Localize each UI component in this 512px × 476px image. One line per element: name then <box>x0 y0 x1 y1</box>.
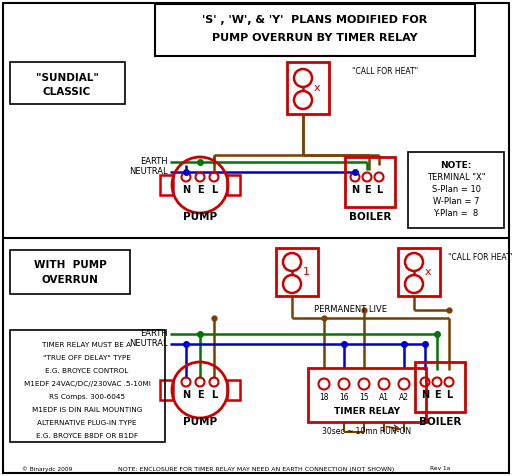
Text: x: x <box>314 83 321 93</box>
Text: N: N <box>351 185 359 195</box>
Text: "CALL FOR HEAT": "CALL FOR HEAT" <box>352 68 418 77</box>
Bar <box>160 175 173 195</box>
Text: CLASSIC: CLASSIC <box>43 87 91 97</box>
Text: EARTH: EARTH <box>140 329 168 338</box>
Text: N: N <box>182 185 190 195</box>
Bar <box>408 152 504 228</box>
Text: Rev 1a: Rev 1a <box>430 466 450 472</box>
Bar <box>10 330 165 442</box>
Bar <box>276 248 318 296</box>
Text: 30sec ~ 10mn RUN-ON: 30sec ~ 10mn RUN-ON <box>323 427 412 436</box>
Text: 16: 16 <box>339 393 349 401</box>
Text: E.G. BROYCE B8DF OR B1DF: E.G. BROYCE B8DF OR B1DF <box>36 433 138 439</box>
Text: EARTH: EARTH <box>140 158 168 167</box>
Bar <box>345 157 395 207</box>
Text: NEUTRAL: NEUTRAL <box>130 168 168 177</box>
Text: WITH  PUMP: WITH PUMP <box>34 260 106 270</box>
Text: PUMP OVERRUN BY TIMER RELAY: PUMP OVERRUN BY TIMER RELAY <box>212 33 418 43</box>
Text: PERMANENT LIVE: PERMANENT LIVE <box>313 306 387 315</box>
Bar <box>287 62 329 114</box>
Bar <box>155 4 475 56</box>
Text: E: E <box>434 390 440 400</box>
Text: E: E <box>197 185 203 195</box>
Bar <box>160 380 173 400</box>
Text: 15: 15 <box>359 393 369 401</box>
Text: Y-Plan =  8: Y-Plan = 8 <box>433 208 479 218</box>
Bar <box>415 362 465 412</box>
Text: N: N <box>421 390 429 400</box>
Text: TIMER RELAY: TIMER RELAY <box>334 407 400 416</box>
Text: N: N <box>182 390 190 400</box>
Bar <box>227 175 240 195</box>
Text: "CALL FOR HEAT": "CALL FOR HEAT" <box>448 254 512 262</box>
Text: ALTERNATIVE PLUG-IN TYPE: ALTERNATIVE PLUG-IN TYPE <box>37 420 137 426</box>
Text: NOTE: ENCLOSURE FOR TIMER RELAY MAY NEED AN EARTH CONNECTION (NOT SHOWN): NOTE: ENCLOSURE FOR TIMER RELAY MAY NEED… <box>118 466 394 472</box>
Text: BOILER: BOILER <box>349 212 391 222</box>
Text: 'S' , 'W', & 'Y'  PLANS MODIFIED FOR: 'S' , 'W', & 'Y' PLANS MODIFIED FOR <box>202 15 428 25</box>
Text: M1EDF 24VAC/DC//230VAC .5-10MI: M1EDF 24VAC/DC//230VAC .5-10MI <box>24 381 151 387</box>
Text: A1: A1 <box>379 393 389 401</box>
Text: NOTE:: NOTE: <box>440 160 472 169</box>
Text: E.G. BROYCE CONTROL: E.G. BROYCE CONTROL <box>46 368 129 374</box>
Text: L: L <box>446 390 452 400</box>
Bar <box>398 248 440 296</box>
Text: PUMP: PUMP <box>183 212 217 222</box>
Text: M1EDF IS DIN RAIL MOUNTING: M1EDF IS DIN RAIL MOUNTING <box>32 407 142 413</box>
Bar <box>227 380 240 400</box>
Text: OVERRUN: OVERRUN <box>41 275 98 285</box>
Bar <box>10 250 130 294</box>
Text: 1: 1 <box>303 267 309 277</box>
Bar <box>10 62 125 104</box>
Text: PUMP: PUMP <box>183 417 217 427</box>
Bar <box>308 368 426 422</box>
Text: TIMER RELAY MUST BE A: TIMER RELAY MUST BE A <box>42 342 132 348</box>
Text: "SUNDIAL": "SUNDIAL" <box>35 73 98 83</box>
Text: RS Comps. 300-6045: RS Comps. 300-6045 <box>49 394 125 400</box>
Text: E: E <box>364 185 370 195</box>
Text: A2: A2 <box>399 393 409 401</box>
Text: "TRUE OFF DELAY" TYPE: "TRUE OFF DELAY" TYPE <box>43 355 131 361</box>
Text: x: x <box>424 267 431 277</box>
Text: E: E <box>197 390 203 400</box>
Text: S-Plan = 10: S-Plan = 10 <box>432 185 480 194</box>
Text: BOILER: BOILER <box>419 417 461 427</box>
Text: NEUTRAL: NEUTRAL <box>130 339 168 348</box>
Text: L: L <box>211 390 217 400</box>
Text: © Binarydc 2009: © Binarydc 2009 <box>22 466 72 472</box>
Text: TERMINAL "X": TERMINAL "X" <box>426 172 485 181</box>
Text: L: L <box>376 185 382 195</box>
Text: 18: 18 <box>319 393 329 401</box>
Text: W-Plan = 7: W-Plan = 7 <box>433 197 479 206</box>
Text: L: L <box>211 185 217 195</box>
